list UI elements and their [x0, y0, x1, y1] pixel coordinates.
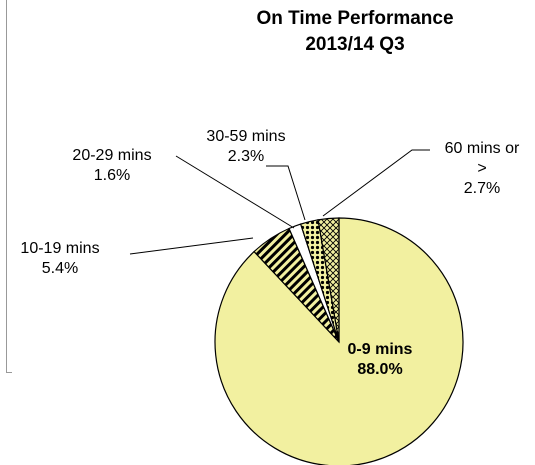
slice-label-20-29-mins-name: 20-29 mins	[72, 147, 152, 164]
slice-label-10-19-mins-name: 10-19 mins	[20, 240, 100, 257]
slice-label-60-mins-or-more: 60 mins or > 2.7%	[427, 139, 535, 199]
slice-label-20-29-mins: 20-29 mins 1.6%	[47, 146, 177, 186]
chart-area-border-foot	[6, 372, 12, 373]
leader-line-20-29-mins	[175, 155, 295, 229]
slice-label-10-19-mins: 10-19 mins 5.4%	[10, 239, 110, 279]
slice-label-0-9-mins-value: 88.0%	[357, 361, 403, 378]
slice-label-60-mins-value: 2.7%	[463, 180, 501, 197]
slice-label-30-59-mins-value: 2.3%	[227, 148, 265, 165]
slice-label-30-59-mins: 30-59 mins 2.3%	[186, 127, 306, 167]
pie-slice-60-mins-or-	[317, 217, 340, 343]
chart-area-border	[6, 0, 7, 372]
leader-line-30-59-mins	[266, 165, 306, 221]
slice-label-10-19-mins-value: 5.4%	[41, 260, 79, 277]
chart-title-line-1: On Time Performance	[256, 8, 454, 29]
slice-label-20-29-mins-value: 1.6%	[93, 167, 131, 184]
leader-line-10-19-mins	[129, 237, 254, 255]
slice-label-60-mins-line-2: >	[477, 160, 487, 177]
slice-label-60-mins-line-1: 60 mins or	[444, 140, 520, 157]
chart-title: On Time Performance 2013/14 Q3	[230, 6, 480, 58]
leader-line-60-mins-or-	[322, 149, 430, 217]
slice-label-30-59-mins-name: 30-59 mins	[206, 128, 286, 145]
chart-title-line-2: 2013/14 Q3	[305, 34, 405, 55]
slice-label-0-9-mins: 0-9 mins 88.0%	[330, 340, 430, 380]
slice-label-0-9-mins-name: 0-9 mins	[347, 341, 413, 358]
